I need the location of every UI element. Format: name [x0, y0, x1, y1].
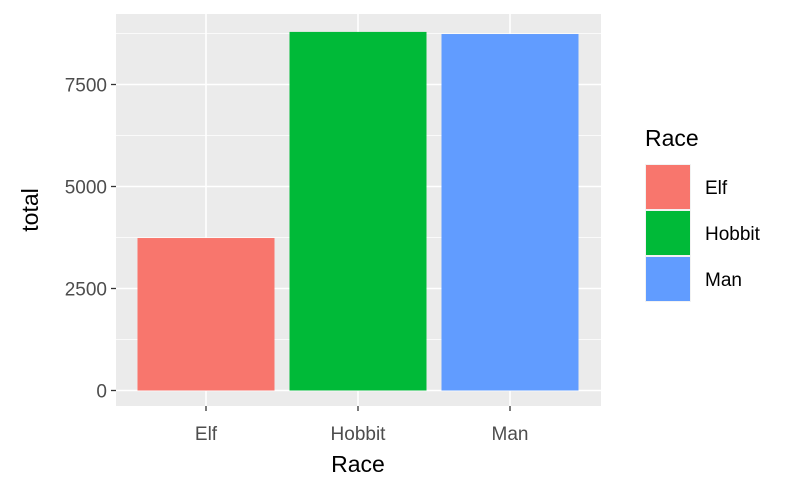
legend-label: Elf [705, 178, 728, 199]
bar-hobbit [289, 31, 427, 391]
x-tick-label: Hobbit [331, 424, 387, 445]
legend-label: Man [705, 270, 742, 291]
legend-swatch [646, 165, 690, 209]
y-tick-label: 7500 [65, 76, 107, 97]
bars [137, 31, 579, 391]
bar-man [441, 34, 579, 391]
legend-swatch [646, 257, 690, 301]
x-axis: Elf Hobbit Man [195, 406, 529, 445]
y-tick-label: 0 [96, 382, 107, 403]
x-tick-label: Elf [195, 424, 218, 445]
y-axis: 0 2500 5000 7500 [65, 76, 116, 403]
legend-label: Hobbit [705, 224, 761, 245]
y-tick-label: 2500 [65, 280, 107, 301]
x-tick-label: Man [492, 424, 529, 445]
bar-elf [137, 238, 275, 391]
legend: Race Elf Hobbit Man [645, 125, 761, 302]
legend-title: Race [645, 125, 699, 151]
y-axis-title: total [17, 188, 43, 231]
x-axis-title: Race [331, 451, 385, 477]
y-tick-label: 5000 [65, 178, 107, 199]
legend-swatch [646, 211, 690, 255]
